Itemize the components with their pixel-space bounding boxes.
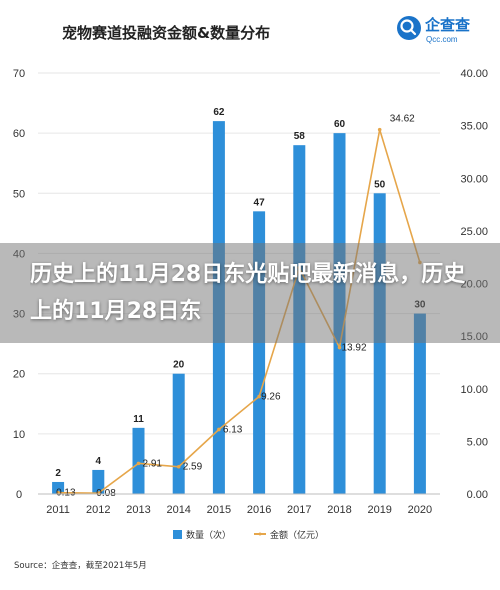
x-tick-label: 2018 bbox=[327, 504, 351, 516]
amount-point bbox=[217, 427, 221, 432]
bar-value-label: 60 bbox=[334, 119, 346, 130]
bar bbox=[132, 427, 145, 494]
x-tick-label: 2017 bbox=[287, 504, 311, 516]
logo-url: Qcc.com bbox=[426, 35, 458, 44]
right-tick-label: 25.00 bbox=[460, 226, 488, 238]
x-tick-label: 2013 bbox=[126, 504, 150, 516]
right-tick-label: 40.00 bbox=[460, 68, 488, 80]
logo-mark-lens-icon bbox=[400, 19, 414, 33]
bar-value-label: 50 bbox=[374, 179, 386, 190]
bar-value-label: 20 bbox=[173, 360, 185, 371]
amount-point bbox=[136, 461, 141, 466]
x-tick-label: 2016 bbox=[247, 504, 271, 516]
bar-value-label: 58 bbox=[294, 131, 306, 142]
legend-swatch-count bbox=[173, 530, 182, 539]
right-tick-label: 30.00 bbox=[460, 173, 488, 185]
amount-line bbox=[58, 129, 421, 494]
legend-dot-amount bbox=[258, 532, 262, 536]
bar-value-label: 4 bbox=[96, 456, 102, 467]
legend-label-count: 数量（次） bbox=[186, 529, 231, 541]
bar bbox=[92, 469, 105, 494]
x-tick-label: 2019 bbox=[367, 504, 391, 516]
bar bbox=[52, 481, 65, 494]
left-tick-label: 50 bbox=[13, 188, 25, 200]
source-note: Source：企查查，截至2021年5月 bbox=[14, 560, 147, 571]
right-tick-label: 5.00 bbox=[467, 436, 488, 448]
bar-value-label: 47 bbox=[254, 197, 266, 208]
amount-value-label: 2.91 bbox=[143, 458, 163, 469]
right-tick-label: 0.00 bbox=[467, 489, 488, 501]
x-tick-label: 2015 bbox=[207, 504, 231, 516]
left-tick-label: 70 bbox=[13, 68, 25, 80]
left-tick-label: 0 bbox=[16, 489, 22, 501]
x-tick-label: 2011 bbox=[46, 504, 70, 516]
headline-text: 历史上的11月28日东光贴吧最新消息，历史上的11月28日东 bbox=[30, 262, 466, 324]
legend-label-amount: 金额（亿元） bbox=[270, 529, 324, 541]
right-tick-label: 35.00 bbox=[460, 121, 488, 133]
amount-value-label: 0.13 bbox=[56, 488, 76, 499]
chart-title: 宠物赛道投融资金额&数量分布 bbox=[62, 24, 270, 42]
amount-value-label: 6.13 bbox=[223, 424, 243, 435]
x-tick-label: 2020 bbox=[408, 504, 432, 516]
x-axis: 2011 2012 2013 2014 2015 2016 2017 2018 2019 2020 bbox=[38, 493, 440, 516]
headline-banner: 历史上的11月28日东光贴吧最新消息，历史上的11月28日东 bbox=[0, 243, 500, 343]
amount-point bbox=[176, 464, 181, 469]
amount-value-label: 13.92 bbox=[342, 342, 367, 353]
logo-mark-icon bbox=[397, 16, 421, 40]
bar bbox=[373, 193, 386, 495]
bar-value-label: 11 bbox=[133, 414, 144, 425]
bar bbox=[413, 313, 426, 494]
bar-value-label: 62 bbox=[213, 107, 225, 118]
left-tick-label: 10 bbox=[13, 429, 25, 441]
left-tick-label: 60 bbox=[13, 128, 25, 140]
logo-mark-handle-icon bbox=[409, 28, 417, 36]
x-tick-label: 2012 bbox=[86, 504, 110, 516]
left-tick-label: 20 bbox=[13, 369, 25, 381]
amount-point bbox=[257, 394, 261, 399]
bar bbox=[172, 373, 185, 494]
amount-value-label: 34.62 bbox=[390, 114, 415, 125]
amount-value-label: 9.26 bbox=[261, 392, 281, 403]
amount-point bbox=[377, 127, 382, 132]
right-tick-label: 10.00 bbox=[460, 384, 488, 396]
logo-name: 企查查 bbox=[424, 16, 471, 34]
amount-value-label: 2.59 bbox=[183, 462, 203, 473]
amount-point bbox=[337, 345, 342, 350]
brand-logo: 企查查 Qcc.com bbox=[397, 16, 471, 44]
legend: 数量（次） 金额（亿元） bbox=[173, 529, 324, 541]
x-tick-label: 2014 bbox=[166, 504, 190, 516]
bar-value-label: 2 bbox=[55, 468, 61, 479]
